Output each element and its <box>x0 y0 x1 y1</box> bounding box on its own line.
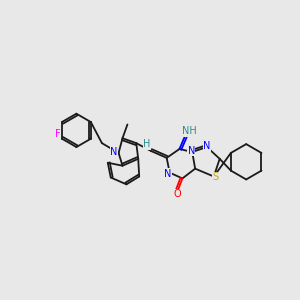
Text: NH: NH <box>182 126 196 136</box>
Text: F: F <box>55 129 61 139</box>
Text: N: N <box>110 147 117 157</box>
Text: N: N <box>203 141 211 151</box>
Text: H: H <box>143 139 151 149</box>
Text: S: S <box>213 172 219 182</box>
Text: O: O <box>174 189 181 199</box>
Text: N: N <box>164 169 171 178</box>
Text: N: N <box>188 146 195 156</box>
